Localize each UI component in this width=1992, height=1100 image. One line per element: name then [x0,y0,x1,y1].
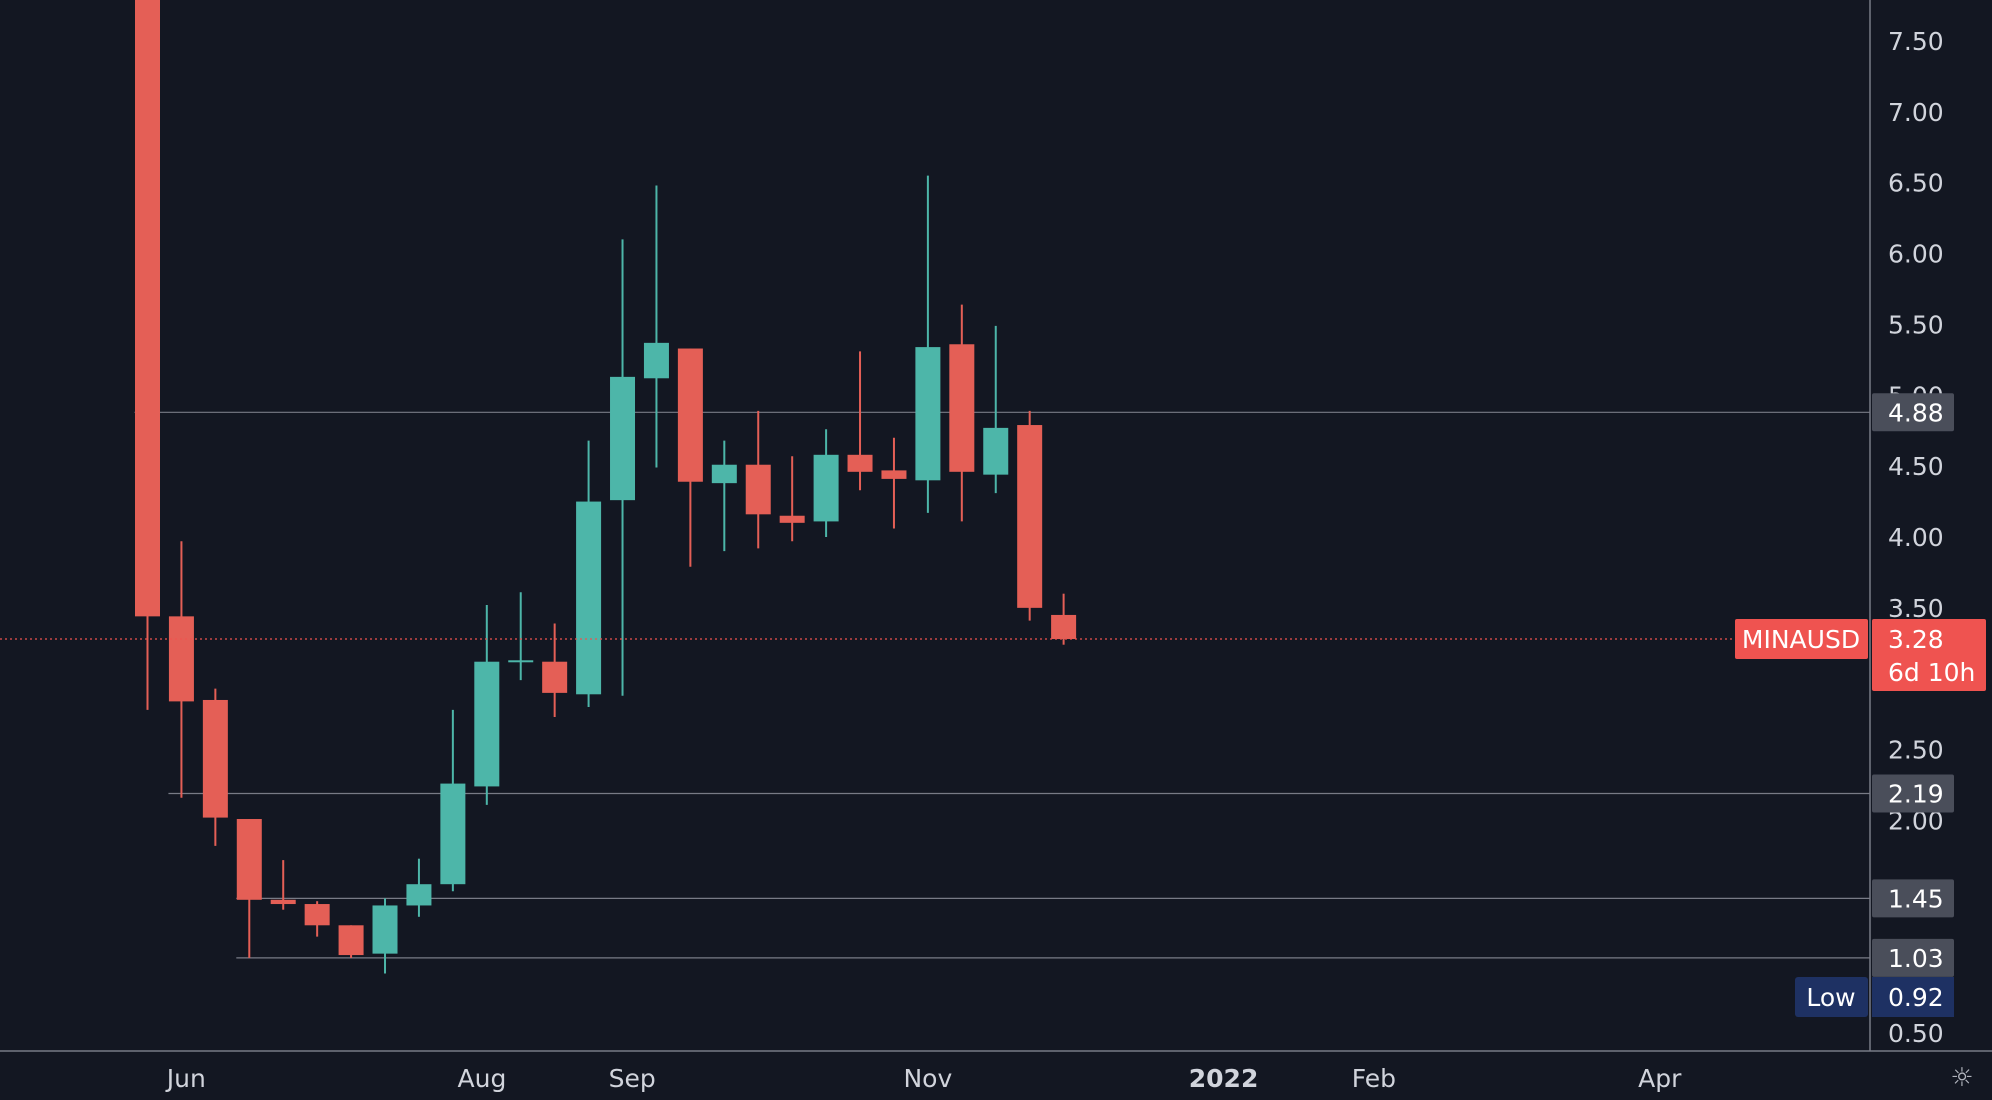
level-badge-bg [1872,774,1954,813]
symbol-label: MINAUSD [1742,625,1860,654]
price-tick-label: 3.50 [1888,594,1944,623]
candle-body [643,342,669,379]
candle-body [304,904,330,926]
candle [406,858,432,917]
candle-body [406,884,432,906]
candle-body [745,464,771,515]
candle [338,925,364,958]
sun-settings-icon[interactable]: ☼ [1950,1063,1974,1093]
candle-body [542,661,568,693]
last-price-value: 3.28 [1888,625,1944,654]
time-tick-label: Apr [1638,1064,1682,1093]
time-tick-label: Nov [903,1064,952,1093]
candle [779,456,805,542]
candle-body [881,470,907,479]
candle-body [508,660,534,663]
candle [474,605,500,805]
price-tick-label: 4.50 [1888,452,1944,481]
candle [949,304,975,522]
time-tick-label: Jun [165,1064,206,1093]
level-badge-bg [1872,879,1954,918]
candle [542,623,568,717]
candle [881,437,907,529]
level-badge-value: 4.88 [1888,398,1944,427]
price-tick-label: 6.50 [1888,169,1944,198]
price-tick-label: 7.50 [1888,27,1944,56]
level-badge-value: 1.03 [1888,944,1944,973]
candle-body [135,0,160,617]
candle-body [1017,425,1043,608]
candle-body [847,454,873,472]
candle [168,541,194,798]
candle [711,440,737,552]
candle [202,688,228,846]
candle-body [915,347,941,481]
candle [1051,593,1077,645]
candle-body [779,515,805,523]
last-price-badge-bg [1872,619,1986,692]
candle-body [270,899,296,905]
symbol-badge-bg [1735,619,1868,660]
price-tick-label: 5.50 [1888,310,1944,339]
low-value-badge-bg [1872,977,1954,1017]
candle-body [338,925,364,956]
candle [983,325,1009,494]
candles [135,0,1077,974]
time-tick-label: Aug [458,1064,507,1093]
level-badge-value: 1.45 [1888,884,1944,913]
candle-body [610,376,636,501]
price-tick-label: 4.00 [1888,523,1944,552]
candle [576,440,602,708]
candle [643,185,669,468]
candle [372,898,398,974]
candle [304,901,330,937]
candle-body [983,427,1009,475]
candle-body [202,699,228,818]
candle-body [1051,614,1077,640]
level-badge-bg [1872,393,1954,432]
candle-body [711,464,737,484]
time-tick-label: Sep [609,1064,656,1093]
candle-body [168,616,194,702]
candle-body [236,819,262,900]
candle [270,860,296,910]
bar-countdown: 6d 10h [1888,658,1975,687]
candle-body [576,501,602,695]
price-tick-label: 2.50 [1888,736,1944,765]
time-tick-label: 2022 [1189,1064,1259,1093]
symbol-price-badge: MINAUSD 3.28 6d 10h [1735,619,1986,692]
low-label: Low [1806,983,1855,1012]
candle-body [813,454,839,522]
candle-body [372,905,398,954]
time-axis[interactable]: Jun Aug Sep Nov 2022 Feb Apr [165,1064,1682,1093]
candle-body [677,348,703,482]
candle [915,175,941,513]
candle [610,239,636,696]
price-tick-label: 6.00 [1888,240,1944,269]
candle-body [474,661,500,787]
price-tick-label: 7.00 [1888,98,1944,127]
candle [236,819,262,958]
level-badge-value: 2.19 [1888,780,1944,809]
time-tick-label: Feb [1352,1064,1396,1093]
candle [847,351,873,491]
low-marker: Low 0.92 [1795,977,1954,1017]
candle [677,348,703,567]
level-badge-bg [1872,938,1954,977]
low-value: 0.92 [1888,983,1944,1012]
candle-body [440,783,466,885]
candle [1017,410,1043,621]
candle [508,592,534,681]
low-badge-bg [1795,977,1868,1017]
level-badges: 4.88 2.19 1.45 1.03 [1872,393,1954,977]
candle-body [949,344,975,472]
candle [135,0,160,710]
candle [813,429,839,537]
price-tick-label: 0.50 [1888,1019,1944,1048]
candle [440,709,466,892]
candle [745,410,771,549]
